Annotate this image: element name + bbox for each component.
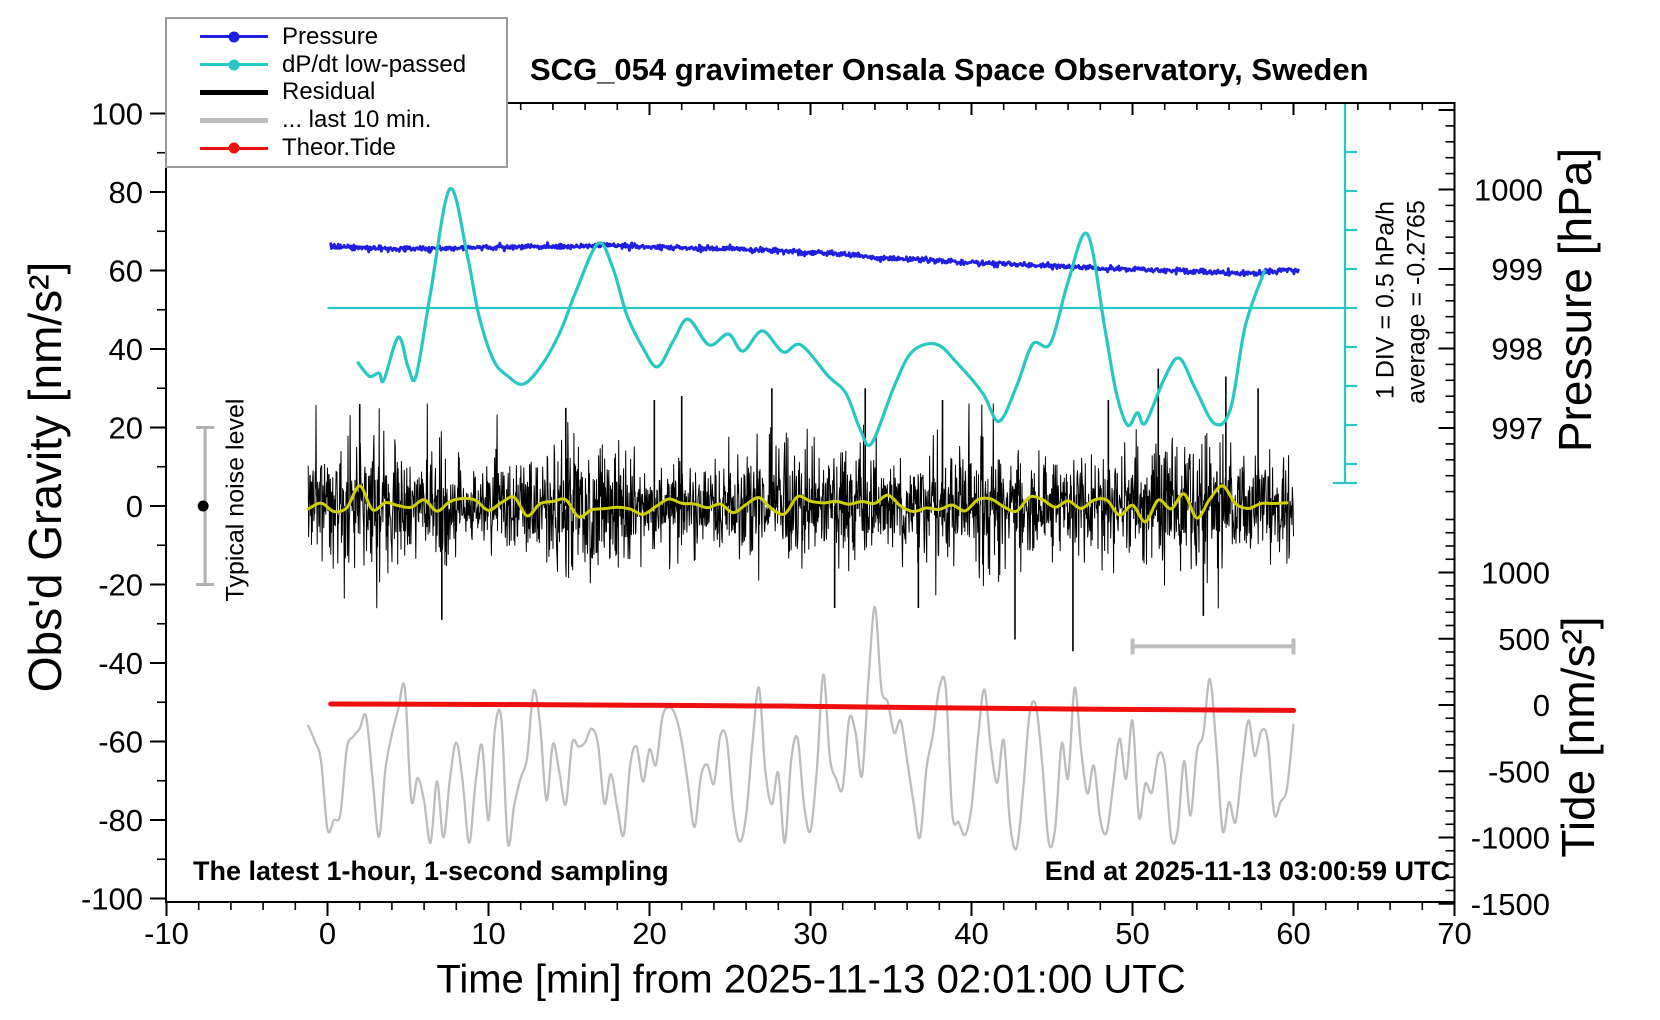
legend-label: Pressure xyxy=(282,22,379,50)
svg-text:-60: -60 xyxy=(98,725,143,760)
tide-line-dot-icon xyxy=(200,142,268,154)
svg-text:20: 20 xyxy=(109,411,143,446)
svg-text:-500: -500 xyxy=(1488,754,1550,789)
legend-item-tide: Theor.Tide xyxy=(167,134,506,162)
svg-text:30: 30 xyxy=(793,916,827,951)
svg-text:40: 40 xyxy=(109,332,143,367)
legend-item-residual: Residual xyxy=(167,78,506,106)
legend-label: Residual xyxy=(282,78,376,106)
div-scale-annotation: 1 DIV = 0.5 hPa/h xyxy=(1371,200,1400,400)
x-axis-label: Time [min] from 2025-11-13 02:01:00 UTC xyxy=(436,957,1186,1002)
svg-text:500: 500 xyxy=(1498,622,1550,657)
legend-item-last10: ... last 10 min. xyxy=(167,106,506,134)
svg-text:40: 40 xyxy=(954,916,988,951)
svg-text:10: 10 xyxy=(471,916,505,951)
legend-label: Theor.Tide xyxy=(282,134,396,162)
svg-text:0: 0 xyxy=(1533,688,1550,723)
svg-text:50: 50 xyxy=(1115,916,1149,951)
svg-text:70: 70 xyxy=(1437,916,1471,951)
svg-text:80: 80 xyxy=(109,175,143,210)
last10-line-icon xyxy=(200,117,268,123)
svg-text:0: 0 xyxy=(126,489,143,524)
svg-text:100: 100 xyxy=(91,97,143,132)
pressure-axis-label: Pressure [hPa] xyxy=(1549,147,1601,453)
svg-text:998: 998 xyxy=(1491,332,1543,367)
svg-text:1000: 1000 xyxy=(1481,556,1550,591)
end-time-annotation: End at 2025-11-13 03:00:59 UTC xyxy=(1044,856,1450,886)
svg-text:-1000: -1000 xyxy=(1471,821,1550,856)
svg-text:-20: -20 xyxy=(98,568,143,603)
tide-axis-label: Tide [nm/s²] xyxy=(1552,616,1604,858)
svg-text:1000: 1000 xyxy=(1474,173,1543,208)
noise-level-annotation: Typical noise level xyxy=(221,398,250,602)
legend-label: ... last 10 min. xyxy=(282,106,432,134)
svg-text:-40: -40 xyxy=(98,646,143,681)
svg-text:-100: -100 xyxy=(81,882,143,917)
average-annotation: average = -0.2765 xyxy=(1402,200,1431,404)
legend-box: Pressure dP/dt low-passed Residual ... l… xyxy=(165,17,508,168)
chart-title: SCG_054 gravimeter Onsala Space Observat… xyxy=(530,52,1369,87)
sampling-annotation: The latest 1-hour, 1-second sampling xyxy=(193,856,669,886)
svg-text:-80: -80 xyxy=(98,803,143,838)
svg-text:999: 999 xyxy=(1491,252,1543,287)
residual-line-icon xyxy=(200,89,268,95)
dpdt-line-dot-icon xyxy=(200,59,268,71)
legend-item-dpdt: dP/dt low-passed xyxy=(167,50,506,78)
legend-label: dP/dt low-passed xyxy=(282,50,467,78)
svg-text:20: 20 xyxy=(632,916,666,951)
svg-text:-10: -10 xyxy=(144,916,189,951)
legend-item-pressure: Pressure xyxy=(167,22,506,50)
svg-text:60: 60 xyxy=(1276,916,1310,951)
gravity-axis-label: Obs'd Gravity [nm/s²] xyxy=(19,261,71,693)
svg-text:60: 60 xyxy=(109,254,143,289)
svg-text:997: 997 xyxy=(1491,411,1543,446)
pressure-line-dot-icon xyxy=(200,31,268,43)
svg-text:-1500: -1500 xyxy=(1471,887,1550,922)
svg-text:0: 0 xyxy=(319,916,336,951)
